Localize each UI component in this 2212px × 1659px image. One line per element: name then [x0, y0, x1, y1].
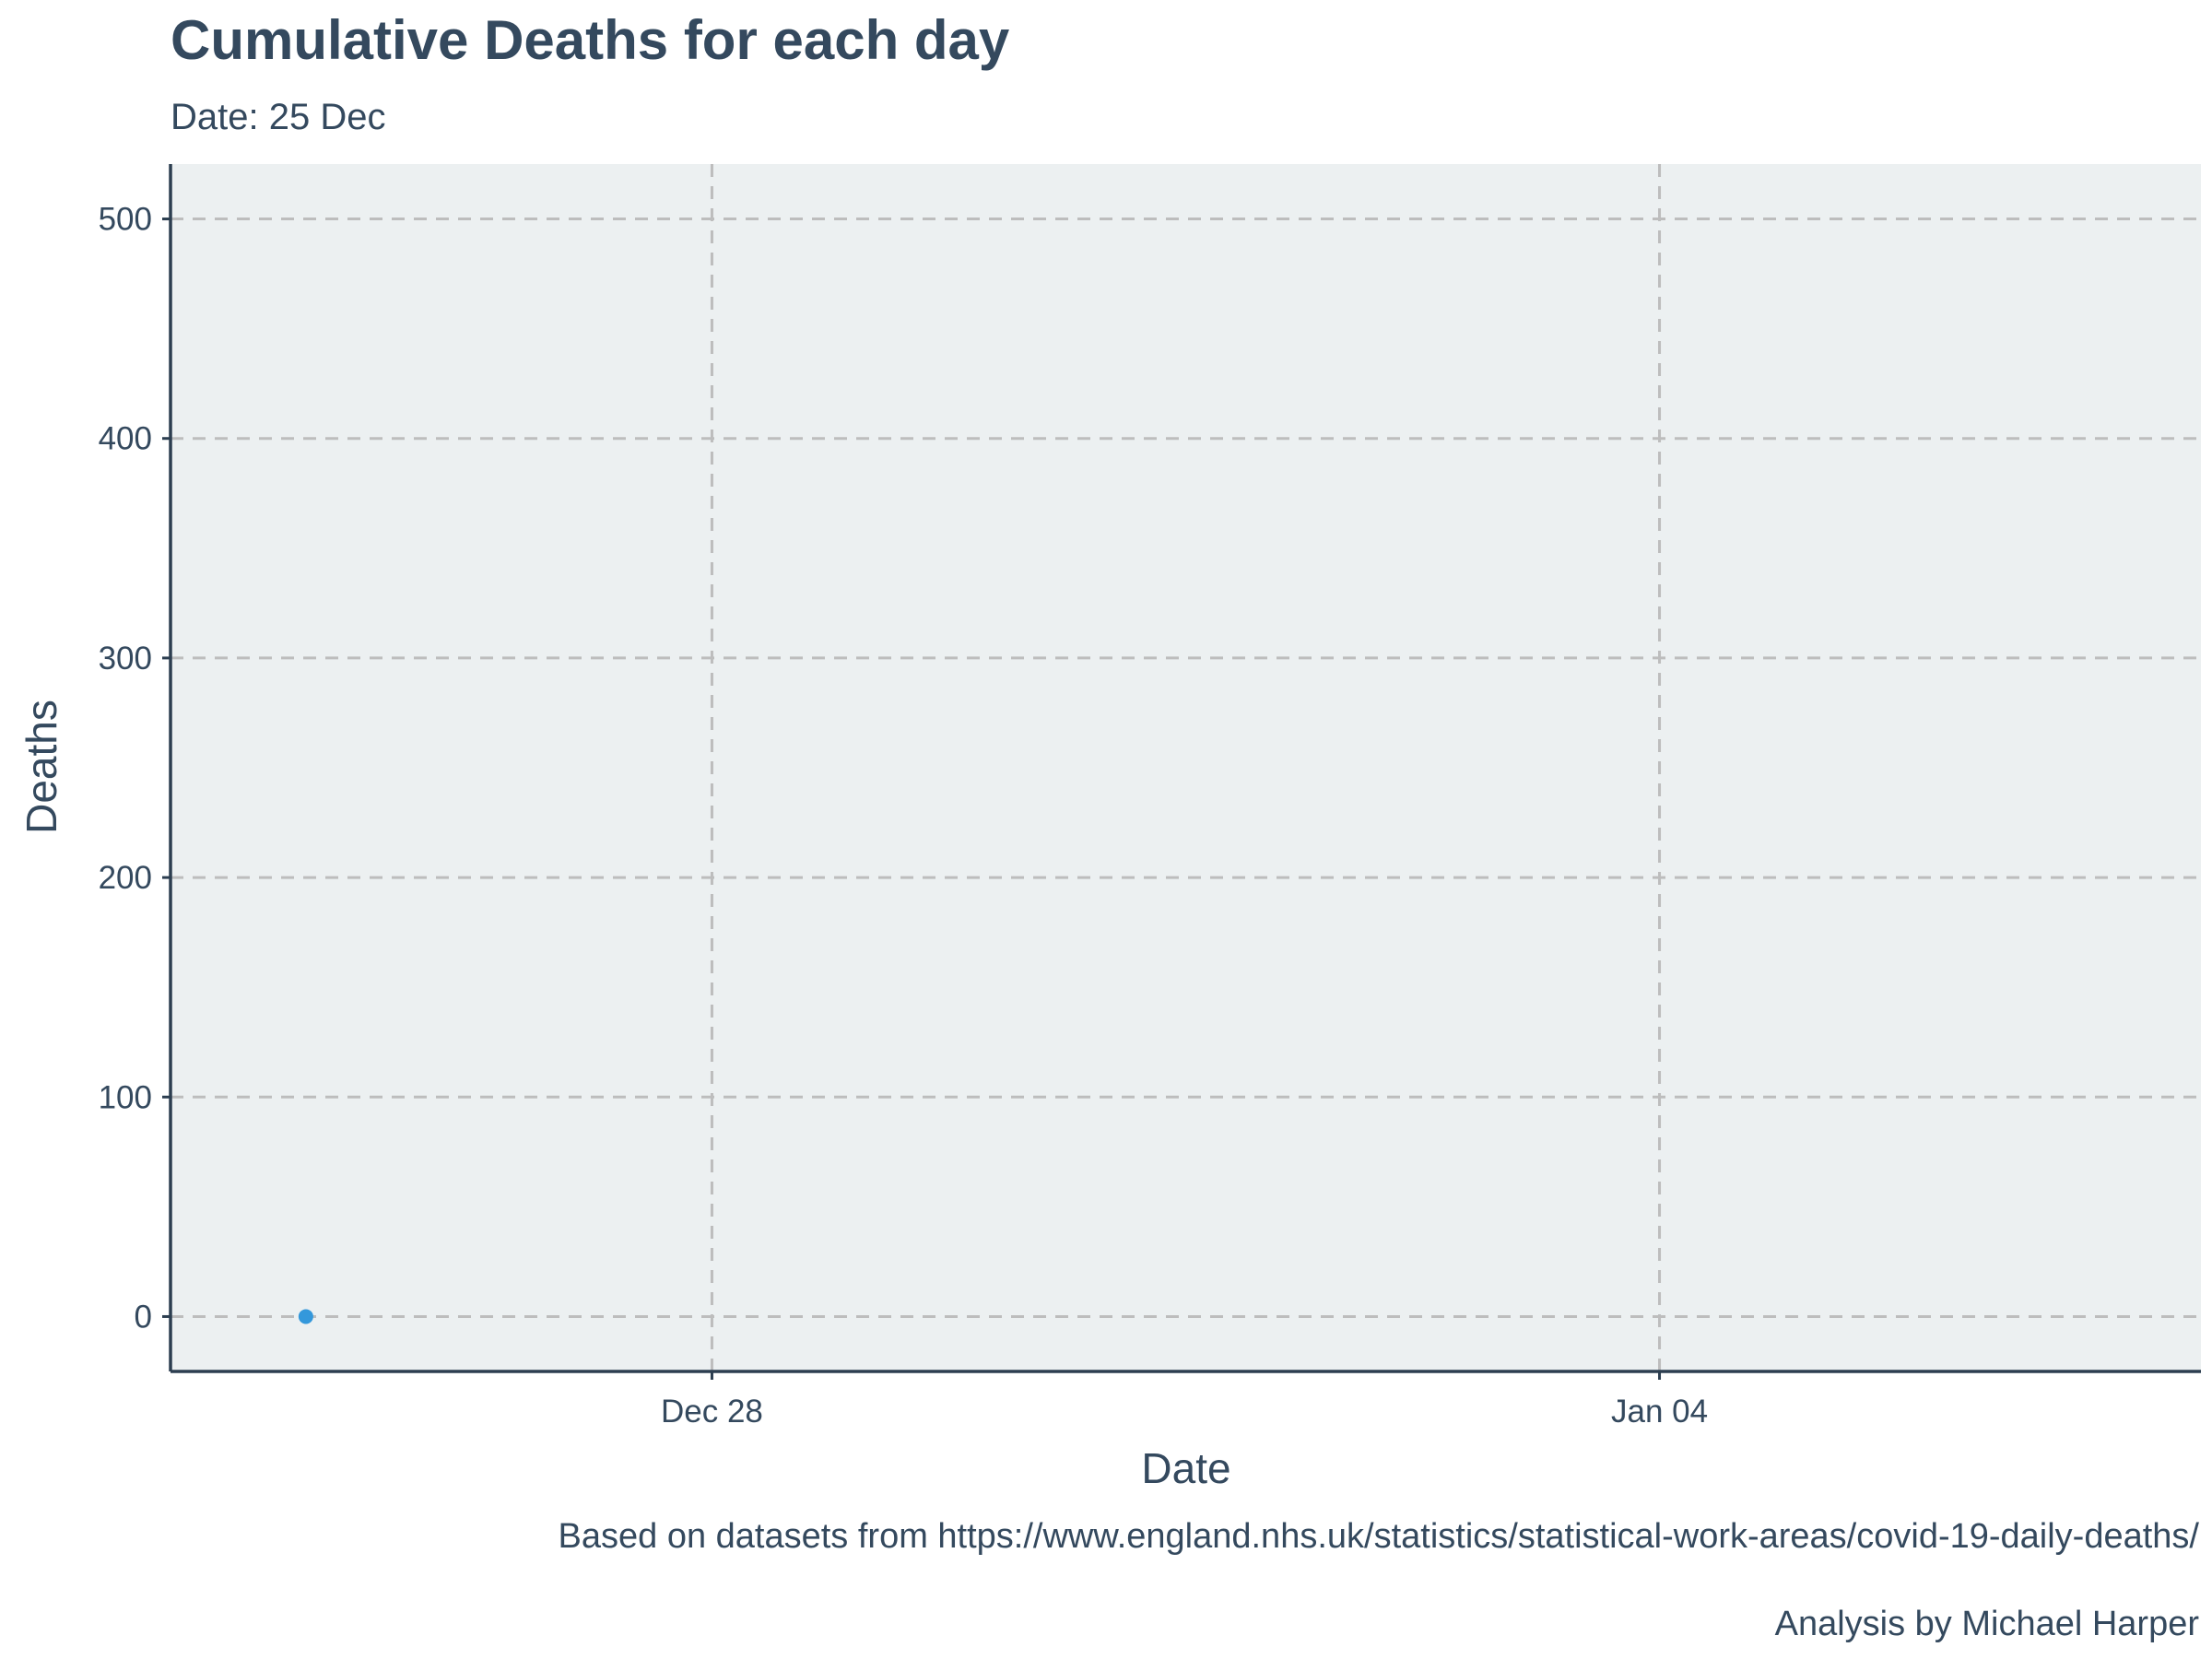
data-point [298, 1309, 313, 1324]
chart-subtitle: Date: 25 Dec [171, 97, 385, 137]
plot-panel [171, 164, 2201, 1371]
y-tick-label: 100 [99, 1079, 152, 1115]
x-tick-label: Dec 28 [661, 1394, 763, 1430]
axes [162, 164, 2201, 1380]
caption-source: Based on datasets from https://www.engla… [559, 1517, 2200, 1556]
tick-labels: 0 100 200 300 400 500 Dec 28 Jan 04 [99, 202, 1708, 1430]
y-tick-label: 200 [99, 860, 152, 896]
y-tick-label: 300 [99, 641, 152, 677]
grid-lines [171, 164, 2201, 1371]
x-tick-label: Jan 04 [1611, 1394, 1708, 1430]
data-points [298, 1309, 313, 1324]
chart-title: Cumulative Deaths for each day [171, 9, 1010, 71]
caption-author: Analysis by Michael Harper [1775, 1605, 2200, 1643]
y-tick-label: 400 [99, 421, 152, 457]
x-axis-title: Date [1141, 1444, 1230, 1492]
y-tick-label: 0 [135, 1299, 152, 1335]
y-axis-title: Deaths [18, 700, 65, 834]
y-tick-label: 500 [99, 202, 152, 238]
